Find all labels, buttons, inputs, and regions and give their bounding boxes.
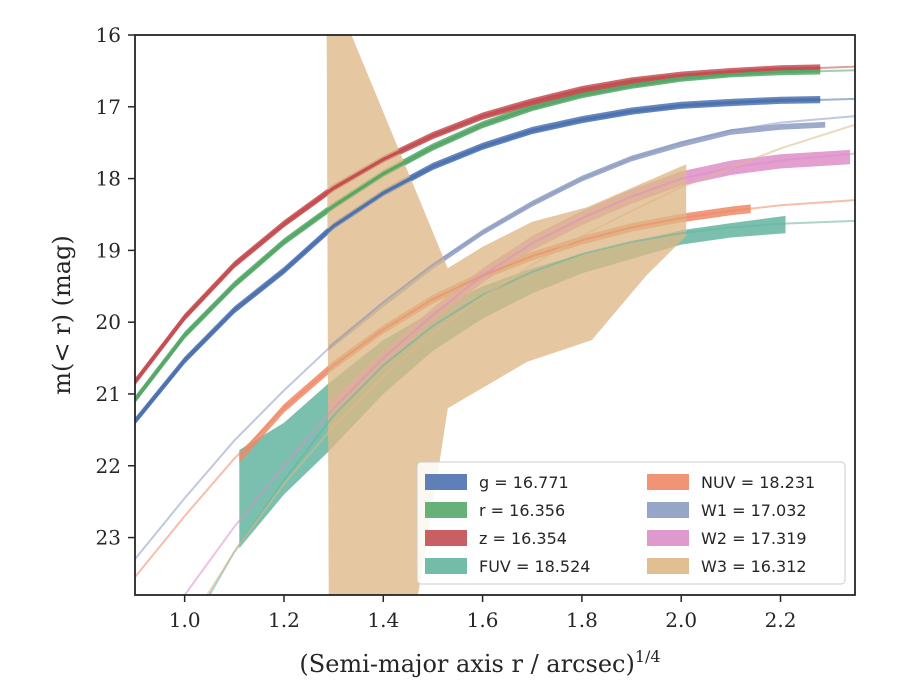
y-axis: 16 17 18 19 20 21 22 23 — [96, 23, 135, 550]
x-axis: 1.0 1.2 1.4 1.6 1.8 2.0 2.2 — [169, 595, 797, 632]
series-w2-fit-line — [183, 152, 855, 595]
legend-label-w1: W1 = 17.032 — [701, 501, 807, 520]
fit-line-layer — [135, 65, 855, 595]
x-tick-label: 1.4 — [367, 608, 399, 632]
y-tick-label: 16 — [96, 23, 121, 47]
series-w1-fit-line — [135, 115, 855, 560]
y-tick-label: 20 — [96, 310, 121, 334]
series-z-profile-line — [135, 66, 821, 383]
legend-label-w3: W3 = 16.312 — [701, 557, 807, 576]
x-tick-label: 1.8 — [566, 608, 598, 632]
series-w3-band — [326, 35, 687, 595]
legend-swatch-z — [425, 530, 467, 546]
y-tick-label: 17 — [96, 95, 121, 119]
plot-frame — [134, 34, 856, 596]
series-w3-fit-line — [206, 123, 855, 595]
legend-label-r: r = 16.356 — [479, 501, 565, 520]
y-axis-label: m(< r) (mag) — [48, 235, 76, 394]
legend-box — [416, 461, 846, 585]
x-tick-label: 1.0 — [169, 608, 201, 632]
x-axis-label-text: (Semi-major axis r / arcsec) — [299, 650, 634, 678]
y-tick-label: 23 — [96, 526, 121, 550]
legend-label-fuv: FUV = 18.524 — [479, 557, 590, 576]
y-tick-label: 19 — [96, 238, 121, 262]
legend: g = 16.771 r = 16.356 z = 16.354 FUV = 18.5… — [416, 461, 846, 585]
x-tick-label: 1.6 — [467, 608, 499, 632]
legend-label-nuv: NUV = 18.231 — [701, 473, 815, 492]
legend-swatch-r — [425, 502, 467, 518]
legend-swatch-w3 — [647, 558, 689, 574]
legend-label-w2: W2 = 17.319 — [701, 529, 807, 548]
series-r-profile-line — [135, 69, 821, 401]
x-axis-label: (Semi-major axis r / arcsec)1/4 — [299, 647, 660, 678]
y-tick-label: 22 — [96, 454, 121, 478]
x-tick-label: 2.2 — [765, 608, 797, 632]
series-fuv-fit-line — [208, 219, 855, 595]
y-tick-label: 21 — [96, 382, 121, 406]
legend-swatch-fuv — [425, 558, 467, 574]
legend-swatch-nuv — [647, 474, 689, 490]
legend-swatch-g — [425, 474, 467, 490]
band-layer — [135, 35, 850, 595]
x-axis-label-exponent: 1/4 — [635, 647, 661, 666]
legend-swatch-w1 — [647, 502, 689, 518]
series-g-profile-line — [135, 98, 821, 423]
legend-swatch-w2 — [647, 530, 689, 546]
x-tick-label: 1.2 — [268, 608, 300, 632]
y-tick-label: 18 — [96, 167, 121, 191]
legend-label-g: g = 16.771 — [479, 473, 569, 492]
legend-label-z: z = 16.354 — [479, 529, 567, 548]
x-tick-label: 2.0 — [665, 608, 697, 632]
